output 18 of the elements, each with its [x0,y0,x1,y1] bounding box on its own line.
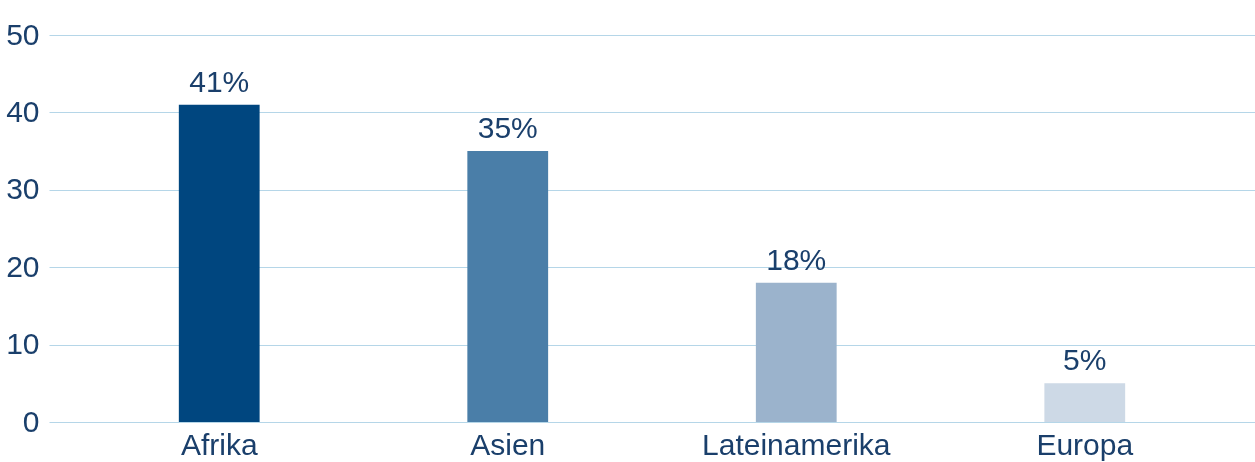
x-tick-label: Europa [1036,427,1134,461]
bar [178,104,260,422]
y-tick-label: 30 [6,172,40,206]
data-label: 41% [189,64,250,98]
y-tick-label: 10 [6,327,40,361]
x-tick-label: Lateinamerika [702,427,891,461]
data-label: 35% [477,111,538,145]
x-tick-label: Afrika [180,427,258,461]
y-tick-label: 40 [6,94,40,128]
x-tick-label: Asien [470,427,546,461]
bar [755,282,837,422]
y-tick-label: 20 [6,249,40,283]
bar [467,151,549,422]
data-label: 18% [766,242,827,276]
y-tick-label: 0 [22,404,40,438]
bar [1044,383,1126,422]
data-label: 5% [1063,343,1107,377]
y-tick-label: 50 [6,17,40,51]
